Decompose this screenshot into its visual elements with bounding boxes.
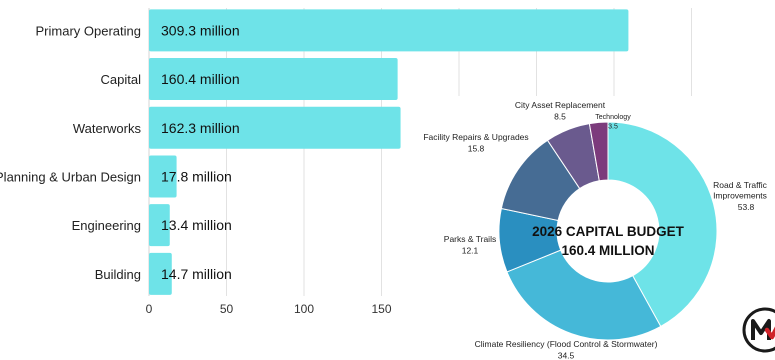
bar (149, 204, 170, 247)
donut-slice (588, 121, 609, 182)
donut-center-subtitle: 160.4 MILLION (561, 243, 654, 258)
slice-label: Improvements (713, 191, 767, 201)
x-tick-label: 0 (146, 302, 153, 316)
city-logo-icon (742, 307, 775, 353)
data-label: 309.3 million (161, 22, 240, 38)
slice-label: Parks & Trails (444, 234, 496, 244)
bar (149, 9, 629, 52)
category-label: Engineering (72, 218, 141, 233)
bar (149, 58, 398, 101)
category-label: Planning & Urban Design (0, 169, 141, 184)
slice-label: Road & Traffic (713, 180, 767, 190)
x-tick-label: 50 (220, 302, 234, 316)
x-tick-label: 150 (371, 302, 391, 316)
slice-value-label: 12.1 (462, 246, 479, 256)
category-label: Building (95, 267, 141, 282)
slice-label: Technology (595, 114, 631, 121)
slice-value-label: 34.5 (558, 351, 575, 360)
data-label: 17.8 million (161, 168, 232, 184)
x-tick-label: 100 (294, 302, 314, 316)
slice-label: Climate Resiliency (Flood Control & Stor… (475, 339, 658, 349)
donut-center-title: 2026 CAPITAL BUDGET (532, 224, 685, 239)
category-label: Primary Operating (36, 23, 141, 38)
donut-slice (506, 249, 662, 341)
bar (149, 155, 177, 198)
donut-slice (607, 121, 718, 328)
bar (149, 252, 172, 295)
data-label: 162.3 million (161, 120, 240, 136)
slice-value-label: 53.8 (738, 202, 755, 212)
data-label: 13.4 million (161, 217, 232, 233)
slice-value-label: 8.5 (554, 112, 566, 122)
category-label: Capital (101, 72, 142, 87)
slice-label: City Asset Replacement (515, 100, 606, 110)
slice-label: Facility Repairs & Upgrades (423, 132, 528, 142)
slice-value-label: 3.5 (608, 124, 618, 131)
data-label: 160.4 million (161, 71, 240, 87)
data-label: 14.7 million (161, 266, 232, 282)
slice-value-label: 15.8 (468, 144, 485, 154)
category-label: Waterworks (73, 121, 142, 136)
bar (149, 106, 401, 149)
